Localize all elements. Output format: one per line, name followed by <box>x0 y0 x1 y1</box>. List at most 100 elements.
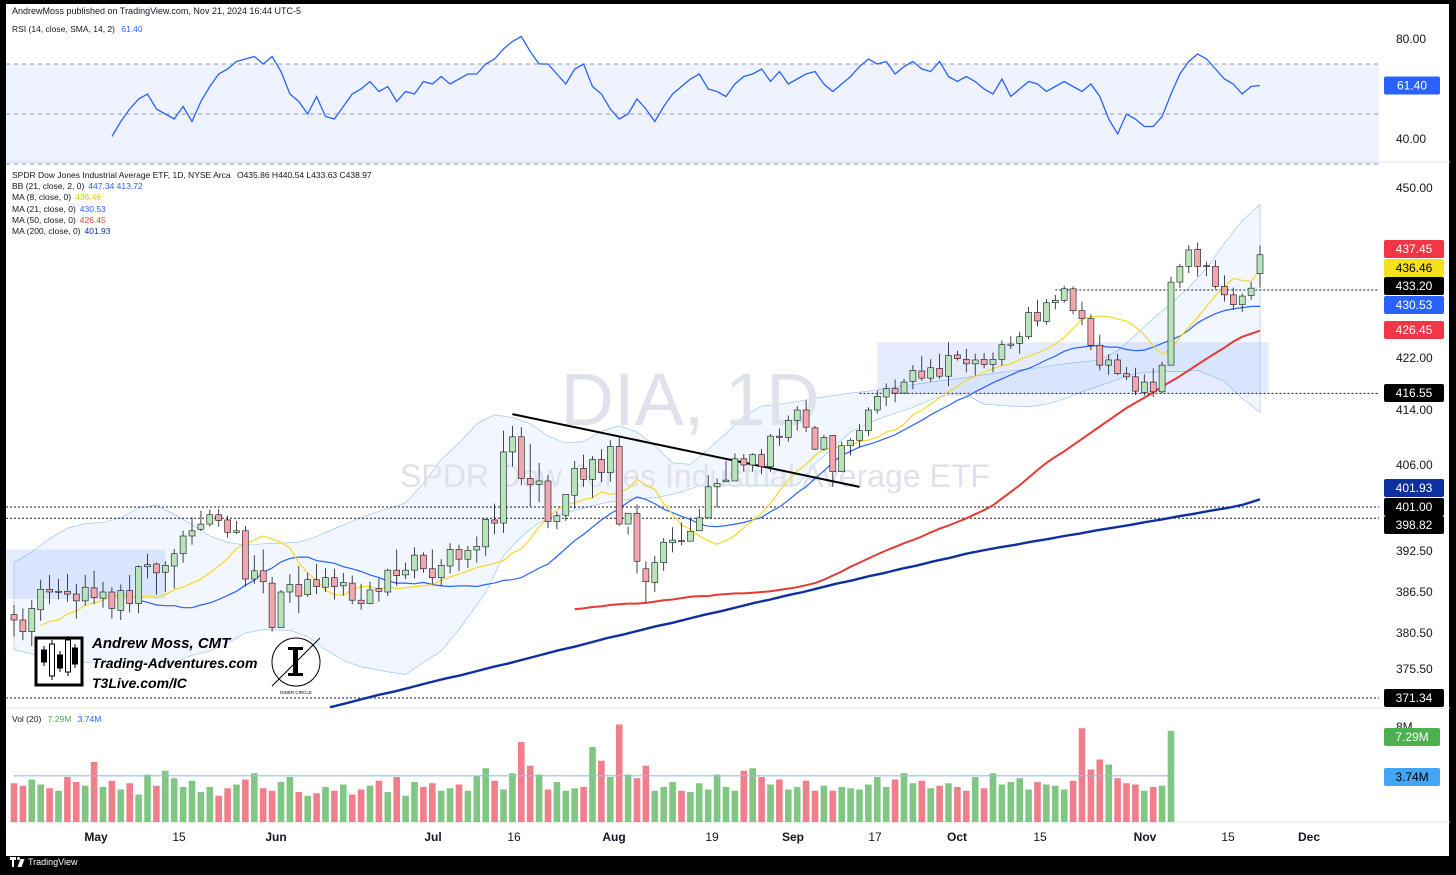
candle-up <box>1185 249 1193 267</box>
candle-up <box>989 358 997 365</box>
time-axis-label: Dec <box>1298 830 1320 844</box>
indicator-label: MA (200, close, 0) <box>12 226 81 237</box>
volume-bar-up <box>562 790 570 822</box>
price-label: 401.93 <box>1396 481 1433 495</box>
price-label: 437.45 <box>1396 242 1433 256</box>
volume-bar-down <box>678 790 685 822</box>
volume-bar-up <box>838 787 845 822</box>
candle-up <box>1256 254 1264 274</box>
time-axis-label: Sep <box>782 830 804 844</box>
volume-bar-up <box>660 787 667 822</box>
candle-up <box>865 409 872 431</box>
price-label-bg <box>1384 277 1444 295</box>
rsi-legend-value: 61.40 <box>121 24 143 34</box>
trendline <box>512 413 860 488</box>
candle-down <box>1230 294 1237 305</box>
volume-bar-up <box>535 774 543 822</box>
candle-down <box>19 619 27 632</box>
candle-down <box>331 577 338 587</box>
volume-bar-down <box>526 765 534 822</box>
volume-bar-up <box>144 774 151 822</box>
candle-up <box>277 591 285 628</box>
ma50-line <box>574 329 1261 611</box>
candle-up <box>81 586 89 602</box>
signature-candle <box>65 639 71 673</box>
tradingview-logo[interactable]: TradingView <box>10 857 78 867</box>
candle-up <box>571 468 579 496</box>
volume-bar-down <box>313 793 320 822</box>
chart-background <box>6 4 1379 856</box>
indicator-value: 436.46 <box>75 192 102 203</box>
volume-bar-up <box>722 787 730 822</box>
inner-circle-letter <box>293 648 298 675</box>
indicator-value: 426.45 <box>79 214 106 225</box>
candle-down <box>224 519 231 533</box>
volume-bar-down <box>633 778 641 822</box>
volume-bar-up <box>286 777 294 822</box>
volume-bar-up <box>1007 782 1015 822</box>
candle-down <box>313 579 320 587</box>
volume-bar-up <box>900 773 908 822</box>
candle-down <box>64 591 71 595</box>
candle-down <box>259 570 267 583</box>
candle-down <box>642 568 650 583</box>
volume-bar-up <box>233 784 240 822</box>
axis-background <box>1379 4 1449 856</box>
volume-bar-down <box>242 779 249 822</box>
volume-bar-up <box>251 773 258 822</box>
price-label-bg <box>1384 479 1444 497</box>
candle-up <box>1238 295 1246 305</box>
time-axis-label: Jun <box>265 830 286 844</box>
volume-bar-down <box>758 777 765 822</box>
indicator-label: BB (21, close, 2, 0) <box>12 181 85 192</box>
rsi-legend-label: RSI (14, close, SMA, 14, 2) <box>12 24 115 34</box>
volume-bar-down <box>598 760 605 822</box>
candle-up <box>135 566 142 604</box>
volume-bar-down <box>518 742 525 822</box>
price-label-bg <box>1384 498 1444 516</box>
volume-bar-up <box>162 770 169 822</box>
price-axis-tick: 392.50 <box>1396 544 1433 558</box>
candle-up <box>589 459 596 480</box>
candle-up <box>624 512 632 525</box>
time-axis-label: 15 <box>172 830 186 844</box>
volume-bar-down <box>1096 759 1104 822</box>
volume-bar-up <box>99 787 107 822</box>
price-axis-tick: 450.00 <box>1396 181 1433 195</box>
volume-bar-down <box>268 790 276 822</box>
volume-bar-down <box>802 780 810 822</box>
candle-down <box>491 519 498 524</box>
candle-down <box>1221 286 1228 296</box>
candle-up <box>1105 359 1112 366</box>
volume-bar-down <box>891 779 899 822</box>
volume-bar-up <box>785 789 792 822</box>
candle-up <box>882 388 890 398</box>
volume-bar-up <box>135 794 142 822</box>
signature-candle <box>49 643 55 677</box>
volume-bar-up <box>624 774 632 822</box>
candle-up <box>482 519 490 548</box>
candle-up <box>509 436 516 453</box>
volume-bar-down <box>1149 787 1157 822</box>
candle-up <box>722 479 730 483</box>
candle-down <box>936 368 943 377</box>
candle-down <box>598 459 605 473</box>
candle-up <box>99 591 107 599</box>
volume-bar-down <box>615 724 623 822</box>
volume-bar-up <box>945 783 952 822</box>
candle-down <box>954 354 961 359</box>
inner-circle-letter <box>288 647 303 650</box>
volume-bar-up <box>971 777 979 822</box>
volume-bar-up <box>206 787 214 822</box>
candle-down <box>544 480 552 522</box>
rsi-line <box>111 35 1261 137</box>
candle-down <box>295 584 303 597</box>
volume-bar-down <box>108 780 116 822</box>
candle-down <box>375 588 383 592</box>
watermark-symbol: DIA, 1D <box>560 358 819 441</box>
indicator-value: 447.34 413.72 <box>88 181 143 192</box>
rsi-axis-tick: 40.00 <box>1396 132 1426 146</box>
candle-down <box>1132 376 1139 392</box>
volume-bar-down <box>420 787 427 822</box>
